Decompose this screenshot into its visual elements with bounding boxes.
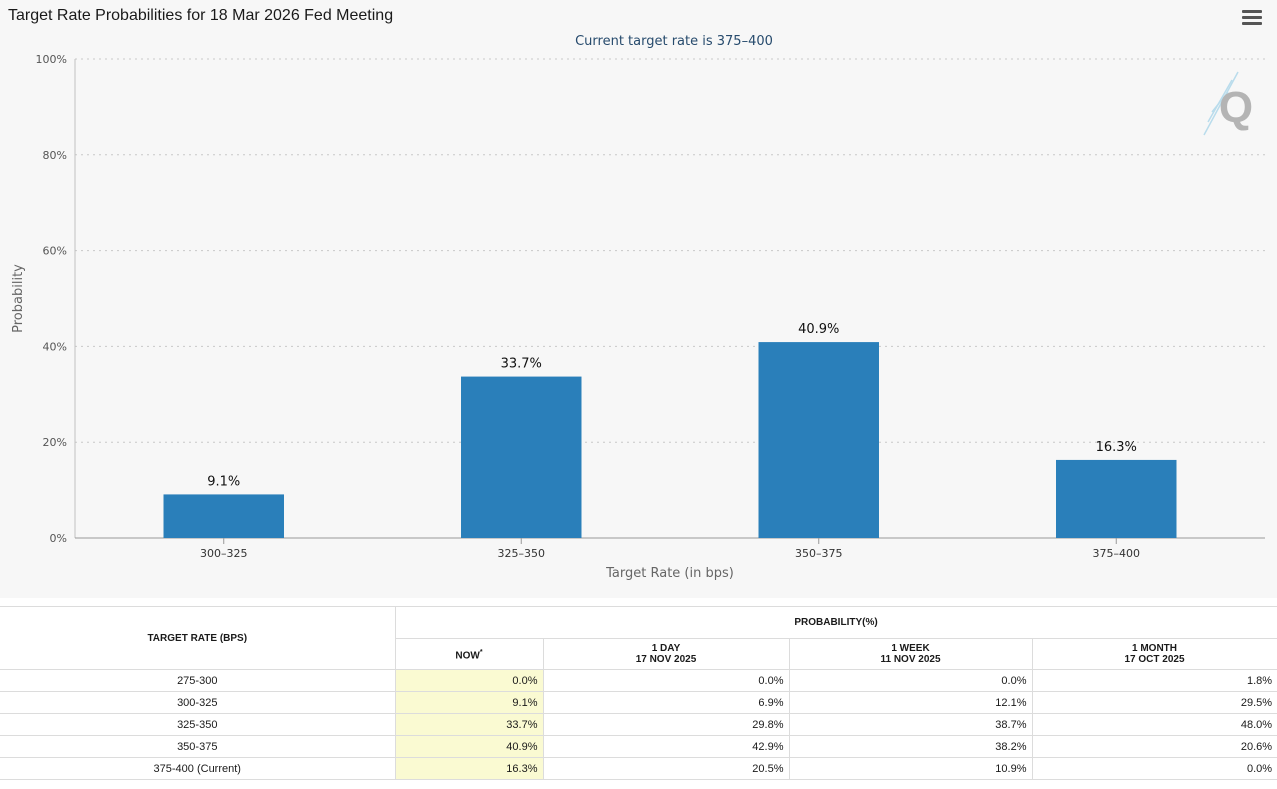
y-tick-label: 40% [43,340,67,353]
y-tick-label: 60% [43,245,67,258]
watermark-stroke [1203,71,1239,136]
header-target-rate: TARGET RATE (BPS) [0,606,396,670]
table-row: 300-325 9.1% 6.9% 12.1% 29.5% [0,691,1277,714]
cell-now: 0.0% [394,669,543,692]
cell-now: 16.3% [394,757,543,780]
chart-panel: Target Rate Probabilities for 18 Mar 202… [8,7,1265,581]
bar [1056,459,1177,538]
cell-now: 33.7% [394,713,543,736]
cell-1-day: 42.9% [542,735,789,758]
header-now-label: NOW [455,650,480,662]
header-now: NOW* [394,638,544,670]
cell-1-week: 38.2% [788,735,1032,758]
cell-rate: 275-300 [0,669,395,692]
chart-title: Target Rate Probabilities for 18 Mar 202… [8,7,394,24]
cell-1-week: 10.9% [788,757,1032,780]
table-row: 325-350 33.7% 29.8% 38.7% 48.0% [0,713,1277,736]
y-tick-label: 100% [36,53,67,66]
cell-1-month: 20.6% [1031,735,1277,758]
cell-rate: 350-375 [0,735,395,758]
bar [163,494,284,538]
header-1-day-date: 17 NOV 2025 [635,654,697,665]
watermark-letter: Q [1219,83,1253,132]
chart-subtitle: Current target rate is 375–400 [575,34,773,49]
cell-now: 9.1% [394,691,543,714]
header-1-month-date: 17 OCT 2025 [1124,654,1185,665]
cell-1-week: 38.7% [788,713,1032,736]
header-1-day-label: 1 DAY [651,643,681,654]
x-tick-label: 350–375 [795,547,843,560]
cell-rate: 300-325 [0,691,395,714]
cell-1-day: 29.8% [542,713,789,736]
cell-rate: 375-400 (Current) [0,757,395,780]
header-1-week: 1 WEEK 11 NOV 2025 [788,638,1033,670]
x-axis-title: Target Rate (in bps) [605,566,734,581]
y-tick-label: 80% [43,149,67,162]
cell-1-week: 12.1% [788,691,1032,714]
table-row: 350-375 40.9% 42.9% 38.2% 20.6% [0,735,1277,758]
cell-1-month: 48.0% [1031,713,1277,736]
y-axis-title: Probability [11,264,26,333]
cell-rate: 325-350 [0,713,395,736]
header-1-week-label: 1 WEEK [891,643,930,654]
probability-table-container: TARGET RATE (BPS) PROBABILITY(%) NOW* 1 … [0,606,1277,780]
header-1-month-label: 1 MONTH [1132,643,1178,654]
probability-table: TARGET RATE (BPS) PROBABILITY(%) NOW* 1 … [0,606,1277,780]
cell-1-month: 29.5% [1031,691,1277,714]
x-tick-label: 375–400 [1093,547,1141,560]
bar [461,376,582,538]
header-now-footnote-mark: * [479,648,483,656]
bar [758,342,879,538]
cell-1-day: 20.5% [542,757,789,780]
header-1-day: 1 DAY 17 NOV 2025 [542,638,790,670]
cell-now: 40.9% [394,735,543,758]
bar-data-label: 33.7% [501,357,542,372]
cell-1-month: 1.8% [1031,669,1277,692]
cell-1-day: 0.0% [542,669,789,692]
bar-data-label: 16.3% [1096,440,1137,455]
cell-1-day: 6.9% [542,691,789,714]
x-tick-label: 300–325 [200,547,248,560]
cell-1-week: 0.0% [788,669,1032,692]
bar-data-label: 9.1% [207,474,240,489]
header-1-month: 1 MONTH 17 OCT 2025 [1031,638,1277,670]
watermark-stroke [1211,91,1229,113]
hamburger-menu-icon[interactable] [1242,10,1262,28]
q-logo-icon: Q [1203,71,1253,136]
bar-chart: Current target rate is 375–400 0% 20% 40% 60… [11,34,1265,581]
cell-1-month: 0.0% [1031,757,1277,780]
y-tick-label: 20% [43,436,67,449]
table-row: 375-400 (Current) 16.3% 20.5% 10.9% 0.0% [0,757,1277,780]
x-tick-label: 325–350 [498,547,546,560]
y-tick-label: 0% [50,532,67,545]
header-1-week-date: 11 NOV 2025 [880,654,941,665]
header-probability: PROBABILITY(%) [394,606,1277,639]
bar-data-label: 40.9% [798,322,839,337]
table-row: 275-300 0.0% 0.0% 0.0% 1.8% [0,669,1277,692]
